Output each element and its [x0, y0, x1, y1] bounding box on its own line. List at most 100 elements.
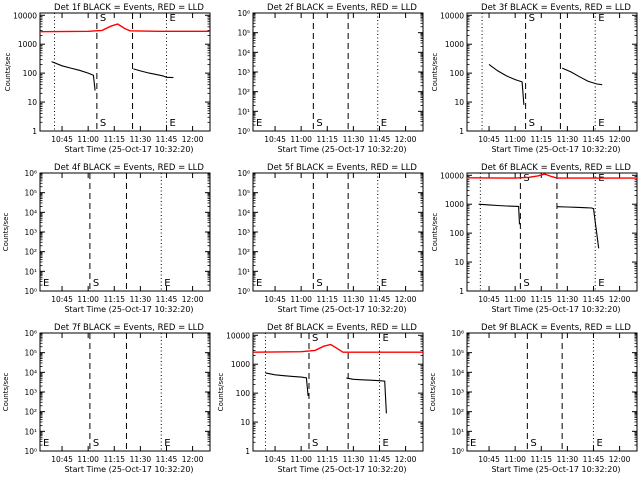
y-tick-label: 10² — [24, 248, 37, 257]
y-tick-label: 10³ — [24, 228, 37, 237]
panel-title: Det 6f BLACK = Events, RED = LLD — [481, 163, 631, 173]
y-axis-label: Counts/sec — [2, 373, 10, 412]
plot-frame — [466, 332, 638, 452]
x-tick-label: 10:45 — [478, 295, 500, 304]
x-tick-label: 10:45 — [264, 295, 286, 304]
y-tick-label: 10² — [237, 248, 250, 257]
y-tick-label: 10000 — [226, 331, 250, 340]
marker-top-label: E — [382, 333, 388, 344]
series-events-segment-1 — [51, 61, 96, 91]
x-tick-label: 12:00 — [609, 455, 631, 464]
panel-title: Det 7f BLACK = Events, RED = LLD — [54, 323, 204, 333]
y-tick-label: 10⁶ — [451, 329, 464, 338]
y-tick-label: 10³ — [237, 228, 250, 237]
y-axis-label: Counts/sec — [217, 373, 225, 412]
marker-label: E — [596, 438, 602, 449]
series-events-segment-2 — [556, 206, 600, 249]
marker-label: E — [598, 278, 604, 289]
plot-frame — [39, 332, 211, 452]
y-tick-label: 1000 — [445, 40, 464, 49]
plot-frame — [252, 332, 424, 452]
y-tick-label: 10² — [237, 88, 250, 97]
y-tick-label: 10⁶ — [237, 169, 250, 178]
panel-title: Det 2f BLACK = Events, RED = LLD — [267, 3, 417, 13]
x-tick-label: 11:00 — [77, 135, 99, 144]
x-axis-label: Start Time (25-Oct-17 10:32:20) — [64, 465, 193, 474]
marker-top-label: S — [312, 333, 318, 344]
x-tick-label: 11:00 — [77, 455, 99, 464]
y-tick-label: 10⁵ — [237, 29, 250, 38]
x-axis-label: Start Time (25-Oct-17 10:32:20) — [277, 465, 406, 474]
marker-label: E — [598, 118, 604, 129]
detector-panel-6: Det 6f BLACK = Events, RED = LLD 1 10 100 10… — [431, 163, 638, 314]
x-tick-label: 11:45 — [369, 295, 391, 304]
series-events-segment-1 — [488, 63, 525, 105]
marker-top-label: S — [523, 173, 529, 184]
marker-label: S — [93, 438, 99, 449]
panel-title: Det 5f BLACK = Events, RED = LLD — [267, 163, 417, 173]
x-tick-label: 11:15 — [530, 455, 552, 464]
detector-panel-2: Det 2f BLACK = Events, RED = LLD 10⁰ 10¹ 10… — [237, 3, 424, 154]
y-tick-label: 10⁴ — [237, 208, 250, 217]
x-tick-label: 11:30 — [130, 455, 152, 464]
y-tick-label: 10 — [240, 418, 250, 427]
plot-frame — [466, 12, 638, 132]
x-tick-label: 11:15 — [530, 135, 552, 144]
y-tick-label: 100 — [450, 69, 465, 78]
y-tick-label: 10² — [451, 408, 464, 417]
marker-label: E — [470, 438, 476, 449]
x-tick-label: 12:00 — [182, 295, 204, 304]
x-tick-label: 11:30 — [557, 135, 579, 144]
y-tick-label: 10⁰ — [237, 287, 250, 296]
series-events-segment-1 — [265, 372, 309, 396]
x-tick-label: 11:45 — [156, 295, 178, 304]
marker-top-label: S — [100, 13, 106, 24]
x-tick-label: 10:45 — [264, 135, 286, 144]
y-tick-label: 10⁰ — [24, 287, 37, 296]
y-tick-label: 10 — [454, 98, 464, 107]
y-tick-label: 10³ — [451, 388, 464, 397]
marker-label: E — [382, 438, 388, 449]
y-tick-label: 10¹ — [24, 267, 37, 276]
y-tick-label: 10⁰ — [24, 447, 37, 456]
panel-title: Det 8f BLACK = Events, RED = LLD — [267, 323, 417, 333]
x-tick-label: 11:15 — [103, 295, 125, 304]
x-tick-label: 11:45 — [583, 135, 605, 144]
plot-frame — [252, 12, 424, 132]
detector-panel-3: Det 3f BLACK = Events, RED = LLD 1 10 100 10… — [431, 3, 638, 154]
x-tick-label: 11:30 — [130, 295, 152, 304]
y-tick-label: 100 — [450, 229, 465, 238]
x-axis-label: Start Time (25-Oct-17 10:32:20) — [64, 145, 193, 154]
series-events-segment-2 — [133, 68, 174, 79]
y-tick-label: 10² — [24, 408, 37, 417]
panel-title: Det 4f BLACK = Events, RED = LLD — [54, 163, 204, 173]
detector-panel-9: Det 9f BLACK = Events, RED = LLD 10⁰ 10¹ 10… — [429, 323, 638, 474]
marker-label: S — [100, 118, 106, 129]
y-tick-label: 10⁶ — [24, 329, 37, 338]
detector-panel-5: Det 5f BLACK = Events, RED = LLD 10⁰ 10¹ 10… — [237, 163, 424, 314]
x-tick-label: 11:15 — [103, 135, 125, 144]
series-lld-segment-1 — [39, 23, 210, 33]
marker-top-label: E — [598, 13, 604, 24]
x-tick-label: 11:30 — [343, 135, 365, 144]
series-events-segment-2 — [346, 377, 387, 414]
x-tick-label: 10:45 — [478, 455, 500, 464]
x-axis-label: Start Time (25-Oct-17 10:32:20) — [64, 305, 193, 314]
series-events-segment-1 — [478, 203, 521, 225]
x-axis-label: Start Time (25-Oct-17 10:32:20) — [277, 305, 406, 314]
x-axis-label: Start Time (25-Oct-17 10:32:20) — [277, 145, 406, 154]
plot-frame — [252, 172, 424, 292]
y-tick-label: 10³ — [24, 388, 37, 397]
x-tick-label: 12:00 — [182, 135, 204, 144]
y-tick-label: 10³ — [237, 68, 250, 77]
panel-title: Det 9f BLACK = Events, RED = LLD — [481, 323, 631, 333]
x-tick-label: 11:15 — [103, 455, 125, 464]
y-tick-label: 10¹ — [237, 267, 250, 276]
marker-label: S — [316, 118, 322, 129]
y-tick-label: 10⁴ — [24, 208, 37, 217]
x-tick-label: 10:45 — [264, 455, 286, 464]
x-tick-label: 11:00 — [504, 295, 526, 304]
y-tick-label: 10⁰ — [451, 447, 464, 456]
panel-title: Det 3f BLACK = Events, RED = LLD — [481, 3, 631, 13]
y-tick-label: 1 — [459, 127, 464, 136]
